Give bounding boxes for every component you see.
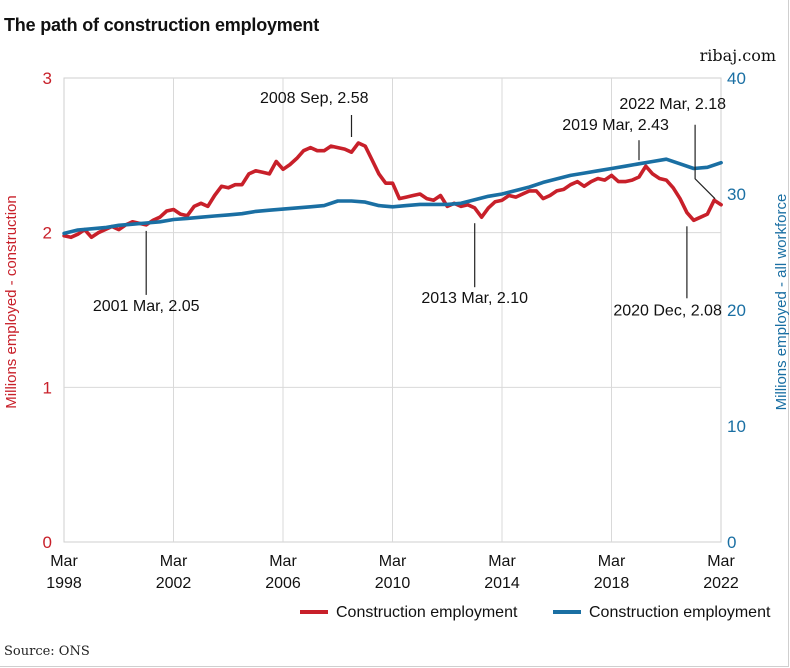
y-left-tick-label: 3 bbox=[43, 69, 52, 88]
x-tick-month-label: Mar bbox=[598, 553, 626, 570]
legend-label: Construction employment bbox=[589, 604, 771, 621]
x-tick-month-label: Mar bbox=[379, 553, 407, 570]
x-tick-month-label: Mar bbox=[488, 553, 516, 570]
y-right-tick-label: 20 bbox=[727, 301, 746, 320]
series bbox=[62, 141, 723, 240]
x-tick-year-label: 2010 bbox=[375, 575, 411, 592]
y-right-tick-label: 30 bbox=[727, 185, 746, 204]
y-left-tick-label: 0 bbox=[43, 533, 52, 552]
series-line-workforce bbox=[62, 157, 723, 236]
annotation-leader bbox=[694, 124, 716, 200]
x-tick-month-label: Mar bbox=[707, 553, 735, 570]
x-tick-year-label: 2002 bbox=[156, 575, 192, 592]
x-tick-year-label: 2018 bbox=[594, 575, 630, 592]
series-line-construction bbox=[62, 141, 723, 240]
axes: 0123010203040Mar1998Mar2002Mar2006Mar201… bbox=[3, 69, 790, 592]
y-right-tick-label: 10 bbox=[727, 417, 746, 436]
annotation-label: 2001 Mar, 2.05 bbox=[93, 298, 200, 315]
legend-label: Construction employment bbox=[336, 604, 518, 621]
legend: Construction employment Construction empl… bbox=[300, 604, 771, 621]
y-left-tick-label: 1 bbox=[43, 378, 52, 397]
x-tick-month-label: Mar bbox=[160, 553, 188, 570]
x-tick-month-label: Mar bbox=[50, 553, 78, 570]
grid bbox=[63, 77, 722, 543]
x-tick-year-label: 1998 bbox=[46, 575, 82, 592]
x-tick-year-label: 2022 bbox=[703, 575, 739, 592]
y-right-tick-label: 40 bbox=[727, 69, 746, 88]
y-left-axis-title: Millions employed - construction bbox=[3, 195, 20, 408]
x-tick-year-label: 2006 bbox=[265, 575, 301, 592]
annotation-label: 2022 Mar, 2.18 bbox=[619, 96, 726, 113]
y-right-axis-title: Millions employed - all workforce bbox=[773, 194, 790, 411]
annotation-label: 2013 Mar, 2.10 bbox=[421, 290, 528, 307]
annotations: 2008 Sep, 2.58 2001 Mar, 2.05 2013 Mar, 2.… bbox=[93, 90, 726, 319]
y-left-tick-label: 2 bbox=[43, 224, 52, 243]
y-right-tick-label: 0 bbox=[727, 533, 736, 552]
chart-title: The path of construction employment bbox=[4, 15, 320, 35]
brand-label[interactable]: ribaj.com bbox=[699, 46, 776, 65]
x-tick-month-label: Mar bbox=[269, 553, 297, 570]
source-note: Source: ONS bbox=[4, 644, 90, 659]
annotation-label: 2019 Mar, 2.43 bbox=[562, 117, 669, 134]
annotation-label: 2020 Dec, 2.08 bbox=[613, 302, 722, 319]
x-tick-year-label: 2014 bbox=[484, 575, 520, 592]
annotation-label: 2008 Sep, 2.58 bbox=[260, 90, 369, 107]
